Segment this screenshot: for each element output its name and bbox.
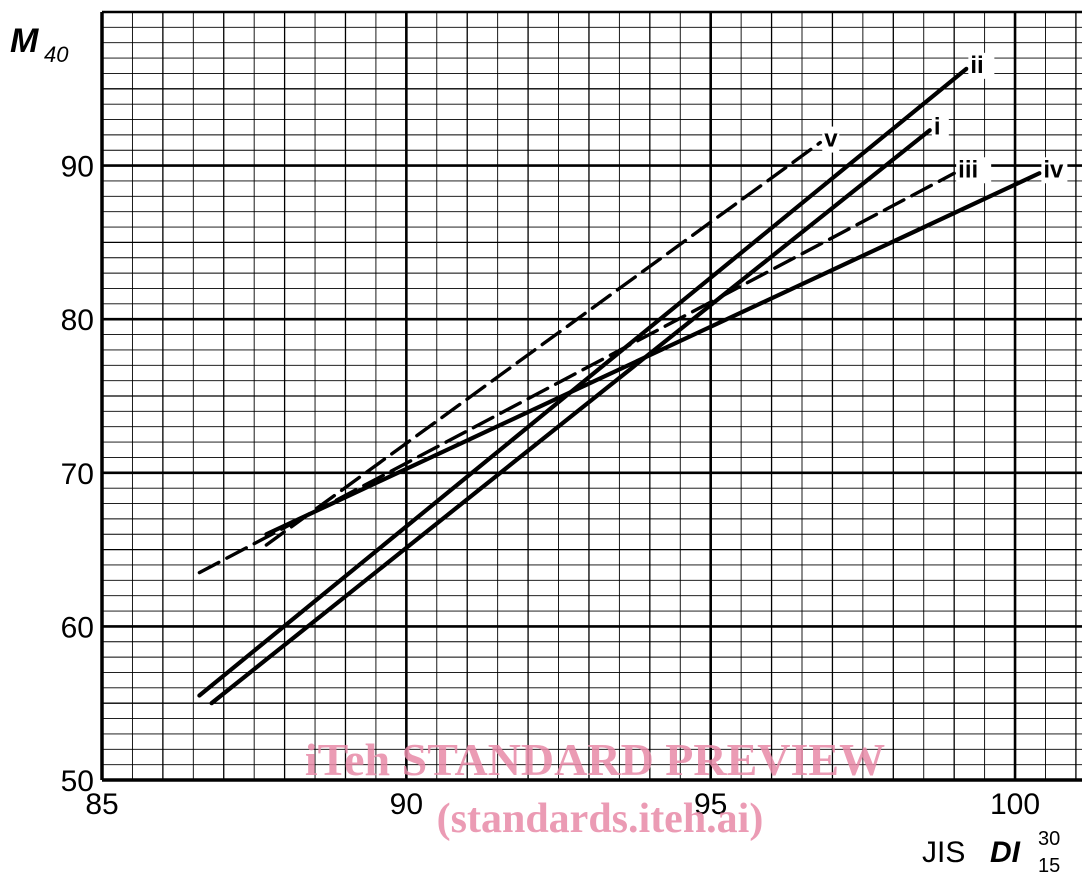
watermark-line-1: iTeh STANDARD PREVIEW: [305, 734, 885, 785]
y-tick-label: 50: [61, 765, 94, 798]
major-grid: [100, 10, 1082, 782]
x-tick-label: 100: [990, 788, 1040, 821]
x-axis-label-superscript: 30: [1038, 828, 1060, 850]
x-tick-label: 85: [85, 788, 118, 821]
x-axis-label-symbol: DI: [990, 836, 1021, 869]
series-line-i: [209, 128, 932, 706]
y-tick-label: 80: [61, 304, 94, 337]
series-line-v: [264, 140, 822, 547]
x-axis-label-subscript: 15: [1038, 855, 1060, 877]
series-line-ii: [197, 66, 969, 698]
series-label-iv: iv: [1043, 156, 1064, 183]
series-layer: [197, 66, 1042, 706]
y-axis-label: M: [10, 22, 39, 60]
watermark-line-2: (standards.iteh.ai): [437, 796, 764, 842]
x-tick-label: 90: [390, 788, 423, 821]
x-tick-label: 95: [694, 788, 727, 821]
series-label-bg: [1041, 157, 1068, 184]
y-tick-labels: 50 60 70 80 90: [61, 151, 94, 798]
series-label-bg: [968, 52, 995, 79]
y-tick-label: 70: [61, 458, 94, 491]
series-label-v: v: [824, 126, 838, 153]
y-tick-label: 60: [61, 611, 94, 644]
y-tick-label: 90: [61, 151, 94, 184]
series-label-bg: [822, 126, 840, 153]
minor-grid: [102, 12, 1082, 780]
series-label-ii: ii: [970, 52, 983, 79]
y-axis-label-subscript: 40: [44, 42, 69, 67]
x-tick-labels: 85 90 95 100: [85, 788, 1040, 821]
series-label-iii: iii: [958, 156, 978, 183]
series-line-iv: [264, 171, 1042, 537]
x-axis-label: JIS: [922, 836, 965, 869]
series-label-bg: [931, 114, 949, 141]
series-label-i: i: [934, 113, 941, 140]
series-label-bg: [956, 157, 992, 184]
